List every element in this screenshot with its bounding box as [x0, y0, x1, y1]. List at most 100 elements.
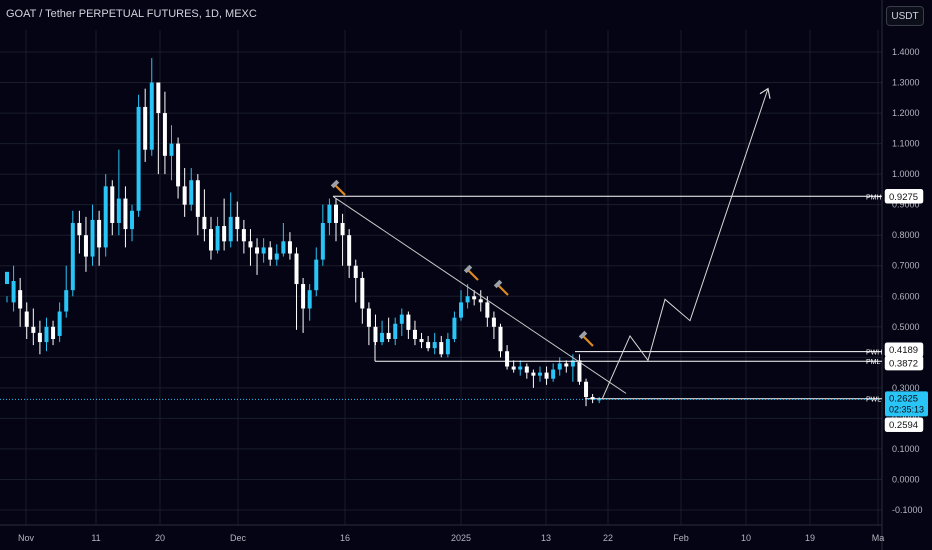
candle-body	[366, 308, 371, 327]
candle-body	[176, 143, 181, 187]
candle-body	[518, 366, 523, 370]
candle-body	[294, 253, 299, 285]
candle-body	[83, 235, 88, 257]
time-tick-label: 16	[340, 533, 350, 543]
candle-body	[208, 229, 213, 251]
current-price-badge	[885, 391, 928, 417]
candle-body	[77, 222, 82, 236]
price-tick-label: 1.1000	[892, 139, 920, 149]
candle-body	[136, 106, 141, 211]
candle-body	[169, 143, 174, 156]
candle-body	[307, 290, 312, 309]
candle-body	[11, 281, 16, 303]
price-tick-label: 1.0000	[892, 169, 920, 179]
candle-body	[97, 219, 102, 248]
time-tick-label: Dec	[230, 533, 247, 543]
projection-arrowhead	[759, 87, 771, 99]
candle-body	[380, 332, 385, 343]
level-name-tag: PMH	[866, 194, 882, 201]
candle-body	[235, 216, 240, 230]
candle-body	[511, 366, 516, 370]
candle-body	[202, 216, 207, 230]
candle-body	[386, 332, 391, 340]
candle-body	[37, 332, 42, 343]
candle-body	[412, 329, 417, 340]
candle-body	[70, 222, 75, 291]
hammer-icon	[330, 179, 346, 196]
time-tick-label: Feb	[673, 533, 689, 543]
candle-body	[24, 311, 29, 327]
candle-body	[261, 247, 266, 254]
price-tick-label: 0.3000	[892, 383, 920, 393]
pmh-price-label-box	[884, 189, 924, 204]
candle-body	[340, 222, 345, 236]
price-tick-label: 1.4000	[892, 47, 920, 57]
candle-body	[478, 299, 483, 303]
candle-body	[393, 323, 398, 340]
level-name-tag: PWL	[866, 397, 881, 404]
price-tick-label: 0.6000	[892, 291, 920, 301]
candle-body	[149, 82, 154, 150]
candle-body	[505, 351, 510, 367]
current-price-label: 0.2625	[889, 393, 918, 404]
candle-body	[373, 326, 378, 343]
candle-body	[347, 235, 352, 266]
candle-body	[551, 369, 556, 379]
candle-body	[320, 222, 325, 260]
candle-body	[287, 241, 292, 254]
candle-body	[215, 226, 220, 251]
level-name-tag: PWH	[866, 350, 882, 357]
candle-body	[353, 265, 358, 278]
candle-body	[274, 253, 279, 260]
price-tick-label: 0.9000	[892, 200, 920, 210]
candle-body	[557, 363, 562, 370]
currency-selector-button[interactable]: USDT	[886, 6, 924, 26]
candle-body	[360, 277, 365, 309]
hammer-icon	[578, 330, 594, 347]
candle-body	[64, 290, 69, 312]
price-tick-label: 1.2000	[892, 108, 920, 118]
candle-body	[537, 372, 542, 376]
downtrend-line	[332, 196, 627, 394]
candle-body	[544, 372, 549, 379]
candle-body	[248, 241, 253, 248]
candle-body	[110, 186, 115, 223]
projection-path	[601, 88, 769, 400]
candle-body	[426, 342, 431, 349]
candle-body	[51, 326, 56, 340]
time-tick-label: 13	[541, 533, 551, 543]
price-tick-label: 0.1000	[892, 444, 920, 454]
candle-body	[241, 229, 246, 242]
candle-body	[116, 198, 121, 223]
time-tick-label: 20	[155, 533, 165, 543]
time-tick-label: Nov	[18, 533, 35, 543]
price-tick-label: -0.1000	[892, 505, 923, 515]
candle-body	[57, 311, 62, 336]
pml-price-label: 0.3872	[889, 359, 918, 370]
pwl-price-label-box	[884, 417, 924, 432]
price-tick-label: 0.0000	[892, 474, 920, 484]
candle-body	[334, 204, 338, 223]
candle-body	[445, 339, 450, 355]
candle-body	[327, 204, 332, 223]
chart-title: GOAT / Tether PERPETUAL FUTURES, 1D, MEX…	[6, 8, 257, 20]
time-tick-label: 11	[91, 533, 100, 543]
candle-body	[182, 186, 187, 205]
candle-body	[498, 326, 503, 352]
candle-body	[406, 314, 411, 330]
candle-body	[44, 326, 49, 343]
candle-body	[5, 271, 9, 285]
candle-body	[143, 106, 148, 150]
hammer-icon	[463, 264, 479, 281]
candle-body	[255, 247, 260, 254]
time-tick-label: 10	[741, 533, 751, 543]
time-tick-label: 22	[603, 533, 613, 543]
candle-body	[570, 360, 575, 367]
candle-body	[189, 180, 194, 205]
candle-body	[90, 219, 95, 257]
price-tick-label: 0.8000	[892, 230, 920, 240]
bar-countdown-label: 02:35:13	[889, 404, 924, 414]
candle-body	[459, 302, 464, 318]
level-name-tag: PML	[866, 359, 881, 366]
